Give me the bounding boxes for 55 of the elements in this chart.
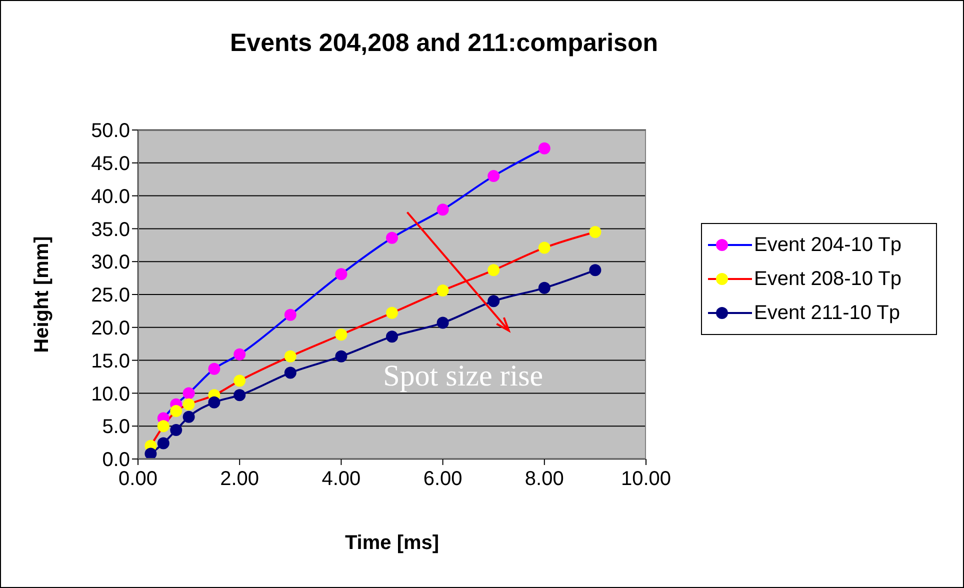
y-tick-label: 40.0 bbox=[91, 186, 130, 208]
point bbox=[234, 389, 246, 402]
y-tick-label: 30.0 bbox=[91, 252, 130, 274]
legend-label: Event 204-10 Tp bbox=[754, 234, 902, 256]
y-tick-label: 10.0 bbox=[91, 383, 130, 406]
point bbox=[182, 398, 195, 410]
x-axis-title: Time [ms] bbox=[344, 532, 440, 554]
point bbox=[488, 295, 500, 308]
point bbox=[234, 348, 246, 360]
y-tick-label: 50.0 bbox=[91, 120, 130, 142]
y-tick-label: 20.0 bbox=[91, 318, 130, 340]
point bbox=[170, 424, 182, 436]
y-tick-label: 15.0 bbox=[91, 350, 130, 372]
x-tick-label: 8.00 bbox=[524, 468, 564, 490]
point bbox=[386, 232, 398, 244]
point bbox=[170, 404, 182, 417]
point bbox=[589, 226, 602, 238]
point bbox=[208, 396, 220, 408]
x-tick-label: 6.00 bbox=[423, 468, 462, 490]
x-tick-label: 10.00 bbox=[620, 468, 672, 490]
annotation: Spot size rise bbox=[383, 359, 544, 392]
point bbox=[335, 350, 348, 362]
point bbox=[182, 387, 195, 400]
point bbox=[284, 308, 296, 321]
point bbox=[234, 374, 246, 387]
point bbox=[436, 316, 449, 329]
point bbox=[182, 410, 195, 423]
point bbox=[538, 242, 550, 254]
point bbox=[144, 448, 157, 459]
point bbox=[335, 268, 348, 280]
point bbox=[386, 330, 398, 343]
point bbox=[436, 284, 449, 297]
chart-title: Events 204,208 and 211:comparison bbox=[229, 29, 659, 58]
point bbox=[538, 142, 550, 154]
point bbox=[335, 328, 348, 341]
x-tick-label: 4.00 bbox=[322, 468, 361, 490]
point bbox=[284, 366, 296, 379]
point bbox=[436, 204, 449, 216]
x-tick-label: 2.00 bbox=[220, 468, 260, 490]
point bbox=[538, 282, 550, 294]
point bbox=[488, 170, 500, 182]
point bbox=[157, 420, 170, 432]
point bbox=[386, 306, 398, 319]
y-tick-label: 45.0 bbox=[91, 153, 130, 175]
point bbox=[157, 437, 170, 450]
point bbox=[589, 264, 602, 276]
point bbox=[208, 362, 220, 375]
y-tick-label: 5.0 bbox=[102, 416, 130, 438]
y-tick-label: 35.0 bbox=[91, 218, 130, 241]
point bbox=[284, 350, 296, 362]
point bbox=[488, 264, 500, 276]
y-axis-title: Height [mm] bbox=[31, 236, 54, 353]
y-tick-label: 25.0 bbox=[91, 284, 130, 307]
legend-label: Event 208-10 Tp bbox=[754, 268, 902, 290]
legend-label: Event 211-10 Tp bbox=[754, 302, 900, 324]
